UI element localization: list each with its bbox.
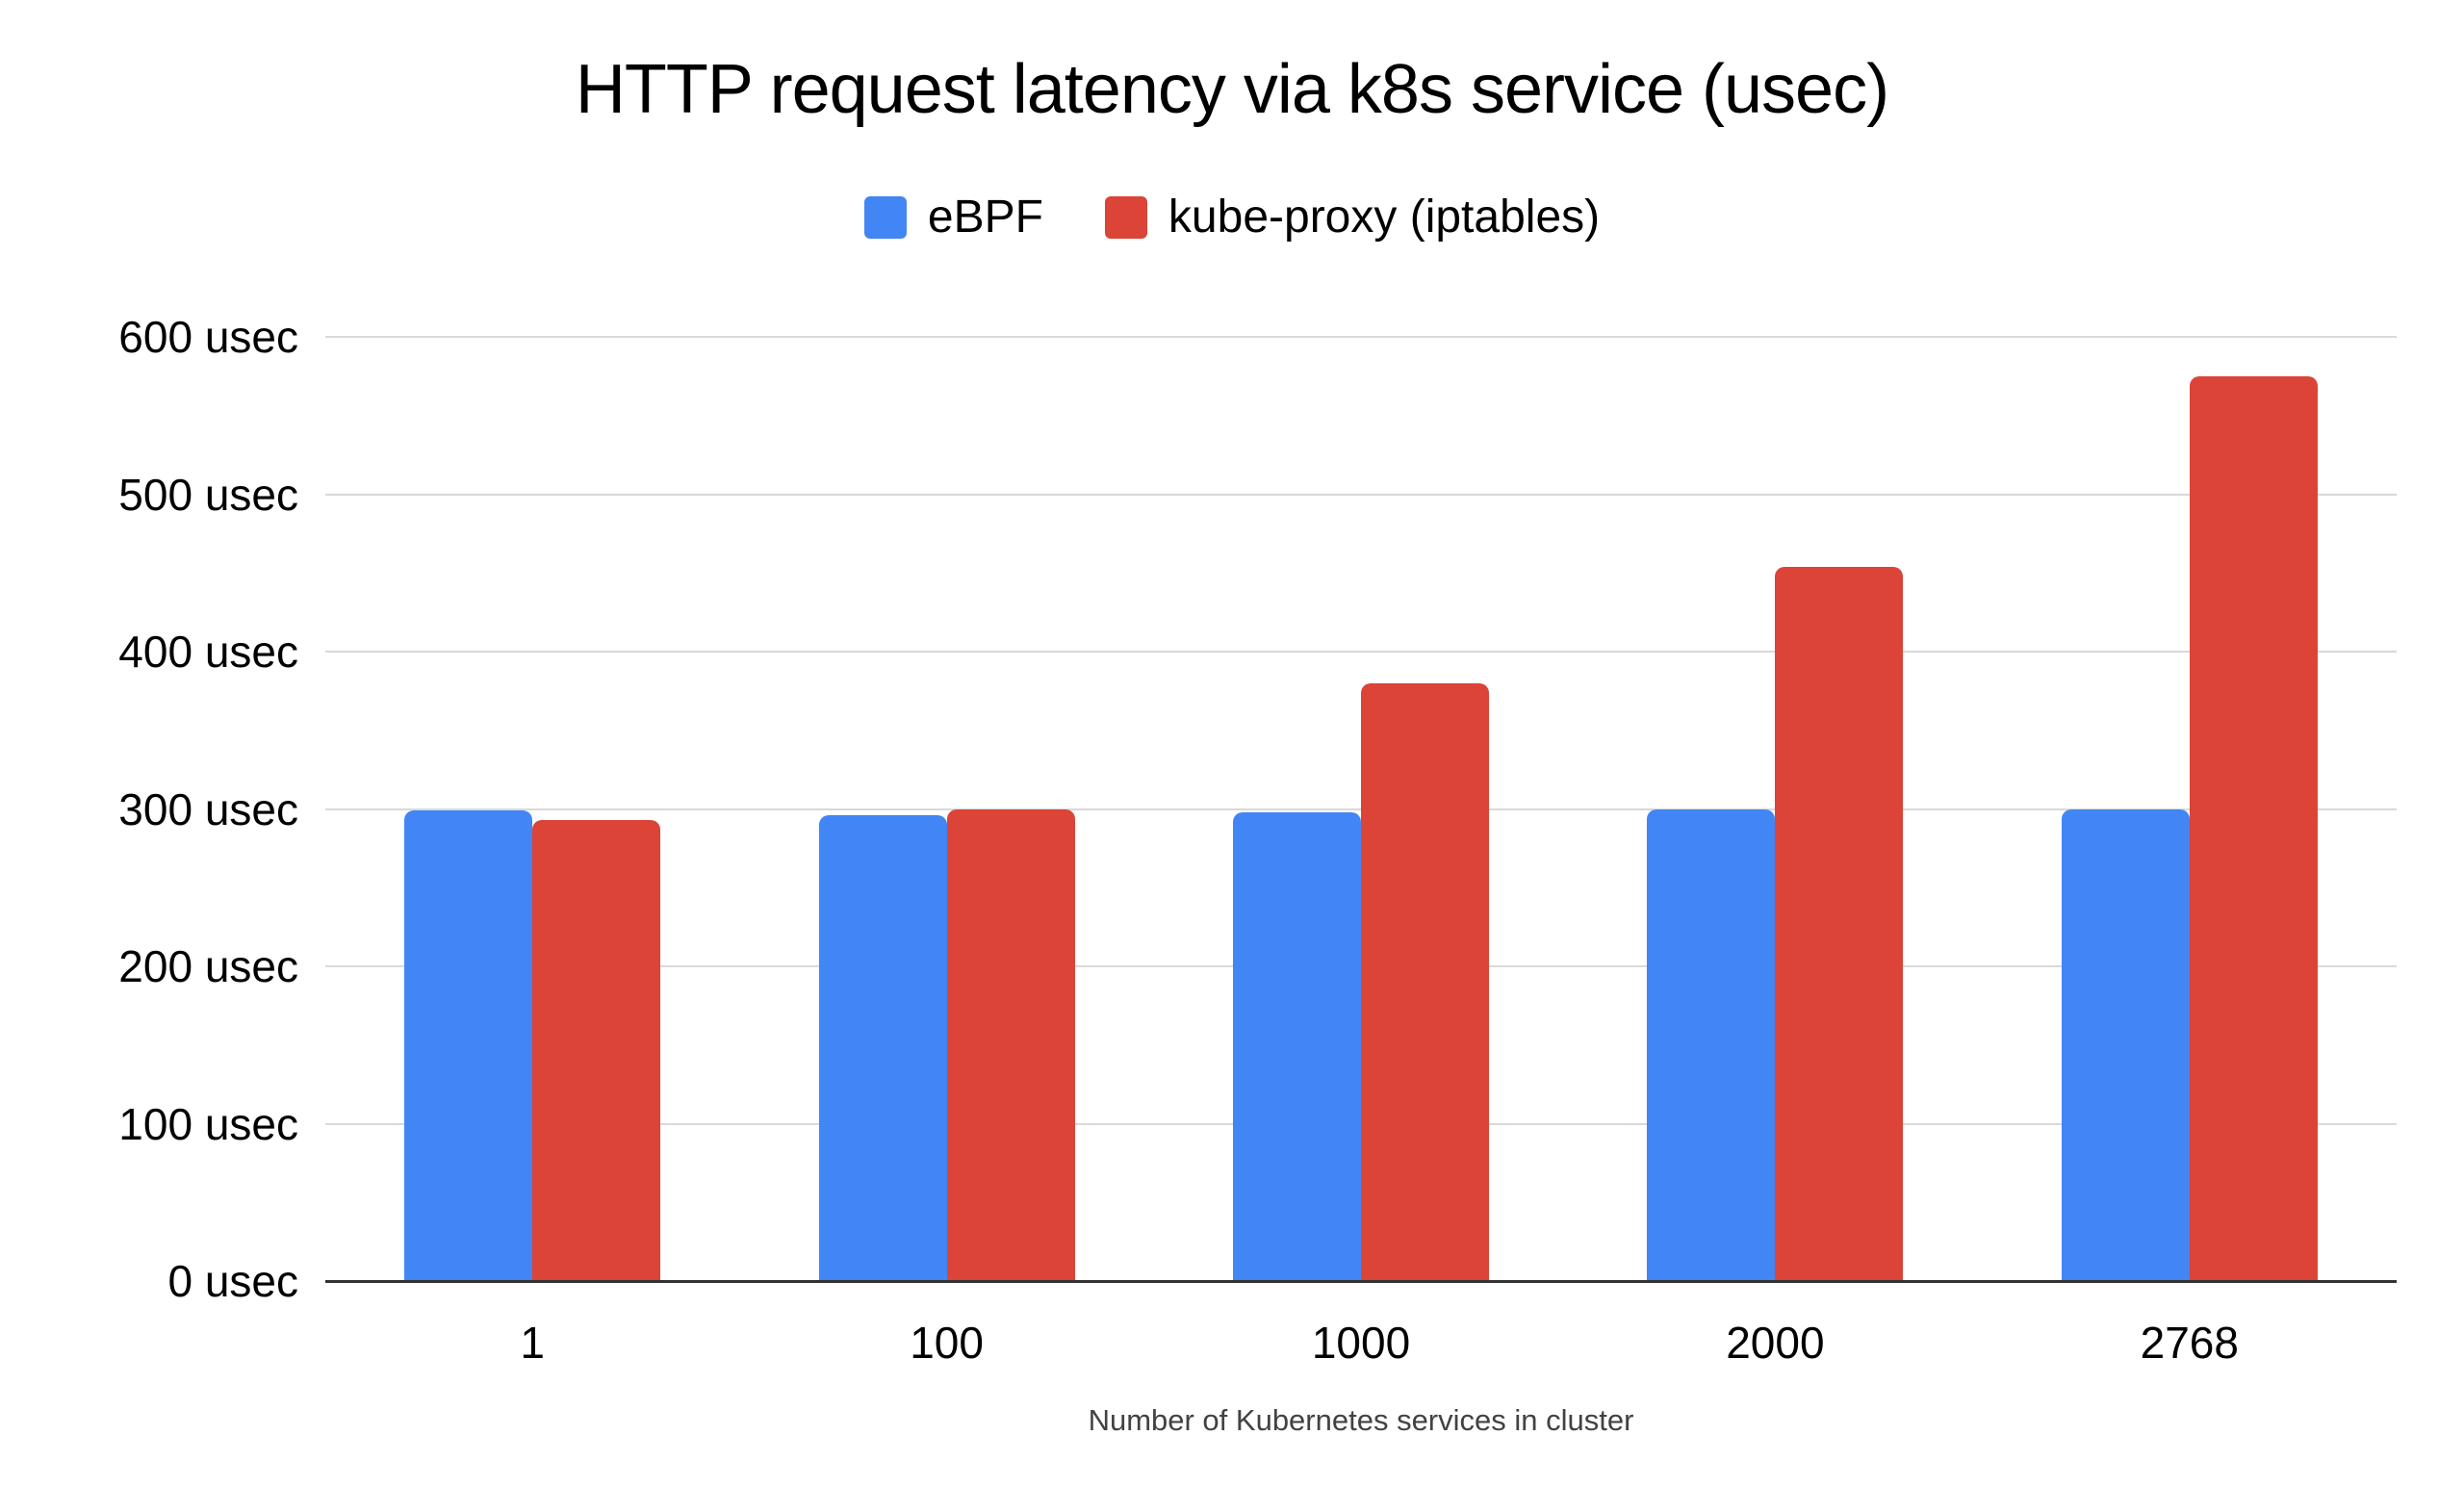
chart-title: HTTP request latency via k8s service (us…: [575, 51, 1889, 128]
bar-ebpf-100: [818, 815, 947, 1281]
x-tick-label: 100: [910, 1318, 984, 1368]
x-tick-label: 1: [520, 1318, 545, 1368]
y-tick-label: 100 usec: [118, 1098, 298, 1149]
gridline: [325, 651, 2397, 653]
bar-kube-proxy-iptables--100: [946, 808, 1075, 1281]
bar-ebpf-1000: [1233, 811, 1361, 1281]
bar-ebpf-1: [404, 810, 533, 1281]
legend-label: eBPF: [927, 192, 1043, 243]
legend-item-kube-proxy-iptables-: kube-proxy (iptables): [1104, 191, 1601, 244]
x-tick-label: 1000: [1311, 1318, 1411, 1368]
legend-label: kube-proxy (iptables): [1168, 192, 1601, 243]
y-tick-label: 0 usec: [167, 1256, 298, 1306]
gridline: [325, 493, 2397, 496]
plot-area: [325, 336, 2397, 1283]
gridline: [325, 336, 2397, 338]
bar-ebpf-2768: [2061, 808, 2190, 1281]
legend-item-ebpf: eBPF: [863, 191, 1043, 244]
y-tick-label: 300 usec: [118, 783, 298, 834]
chart-legend: eBPF kube-proxy (iptables): [0, 191, 2464, 244]
bar-kube-proxy-iptables--2768: [2189, 375, 2318, 1281]
y-tick-label: 500 usec: [118, 469, 298, 520]
x-axis-baseline: [325, 1280, 2397, 1283]
x-axis-title: Number of Kubernetes services in cluster: [1088, 1403, 1634, 1437]
y-tick-label: 400 usec: [118, 627, 298, 677]
legend-swatch-icon: [1104, 195, 1147, 239]
y-tick-label: 200 usec: [118, 941, 298, 991]
x-tick-label: 2768: [2140, 1318, 2239, 1368]
bar-kube-proxy-iptables--2000: [1775, 566, 1904, 1281]
y-tick-label: 600 usec: [118, 312, 298, 362]
legend-swatch-icon: [863, 195, 907, 239]
bar-kube-proxy-iptables--1: [532, 819, 661, 1281]
bar-kube-proxy-iptables--1000: [1361, 682, 1489, 1281]
bar-ebpf-2000: [1647, 808, 1776, 1281]
x-tick-label: 2000: [1726, 1318, 1825, 1368]
